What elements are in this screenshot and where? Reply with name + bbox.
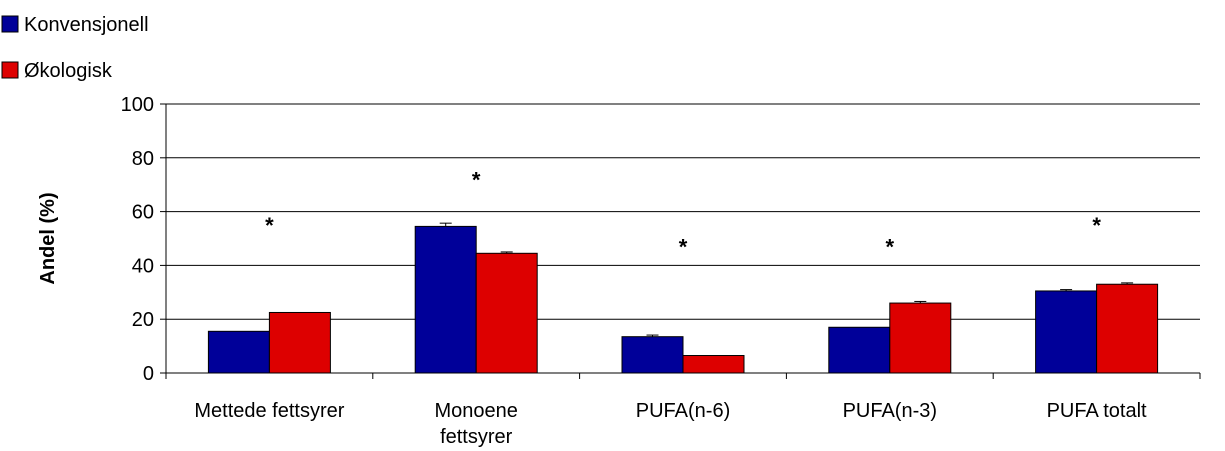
legend-label: Konvensjonell	[24, 14, 149, 36]
significance-marker: *	[679, 235, 688, 260]
legend-swatch	[1, 15, 19, 33]
significance-marker: *	[472, 167, 481, 192]
legend-label: Økologisk	[24, 60, 113, 82]
labels: 0 20 40 60 80 100 * Mettede fettsyrer * Monoene fe…	[37, 94, 1147, 448]
category-label: Monoene	[434, 400, 517, 422]
bar	[475, 252, 538, 374]
y-tick-label: 60	[132, 202, 154, 224]
bar	[621, 336, 684, 374]
gridlines	[166, 103, 1200, 320]
y-tick-label: 0	[143, 363, 154, 385]
category-label: fettsyrer	[440, 426, 513, 448]
category-label: Mettede fettsyrer	[194, 400, 344, 422]
bar	[1096, 283, 1159, 374]
y-axis-title: Andel (%)	[37, 192, 59, 284]
category-label: PUFA totalt	[1047, 400, 1147, 422]
category-label: PUFA(n-3)	[843, 400, 937, 422]
y-tick-label: 20	[132, 309, 154, 331]
bars	[207, 222, 1159, 374]
bar	[268, 311, 331, 374]
legend-swatch	[1, 61, 19, 79]
y-tick-label: 100	[121, 94, 154, 116]
significance-marker: *	[265, 213, 274, 238]
legend: Konvensjonell Økologisk	[1, 14, 149, 82]
y-tick-label: 80	[132, 148, 154, 170]
bar	[207, 330, 270, 374]
bar	[889, 302, 952, 374]
y-tick-label: 40	[132, 255, 154, 277]
bar	[828, 326, 891, 374]
axes	[160, 103, 1201, 379]
bar	[1035, 290, 1098, 374]
significance-marker: *	[886, 235, 895, 260]
bar	[682, 355, 745, 374]
category-label: PUFA(n-6)	[636, 400, 730, 422]
bar	[414, 225, 477, 374]
significance-marker: *	[1092, 213, 1101, 238]
